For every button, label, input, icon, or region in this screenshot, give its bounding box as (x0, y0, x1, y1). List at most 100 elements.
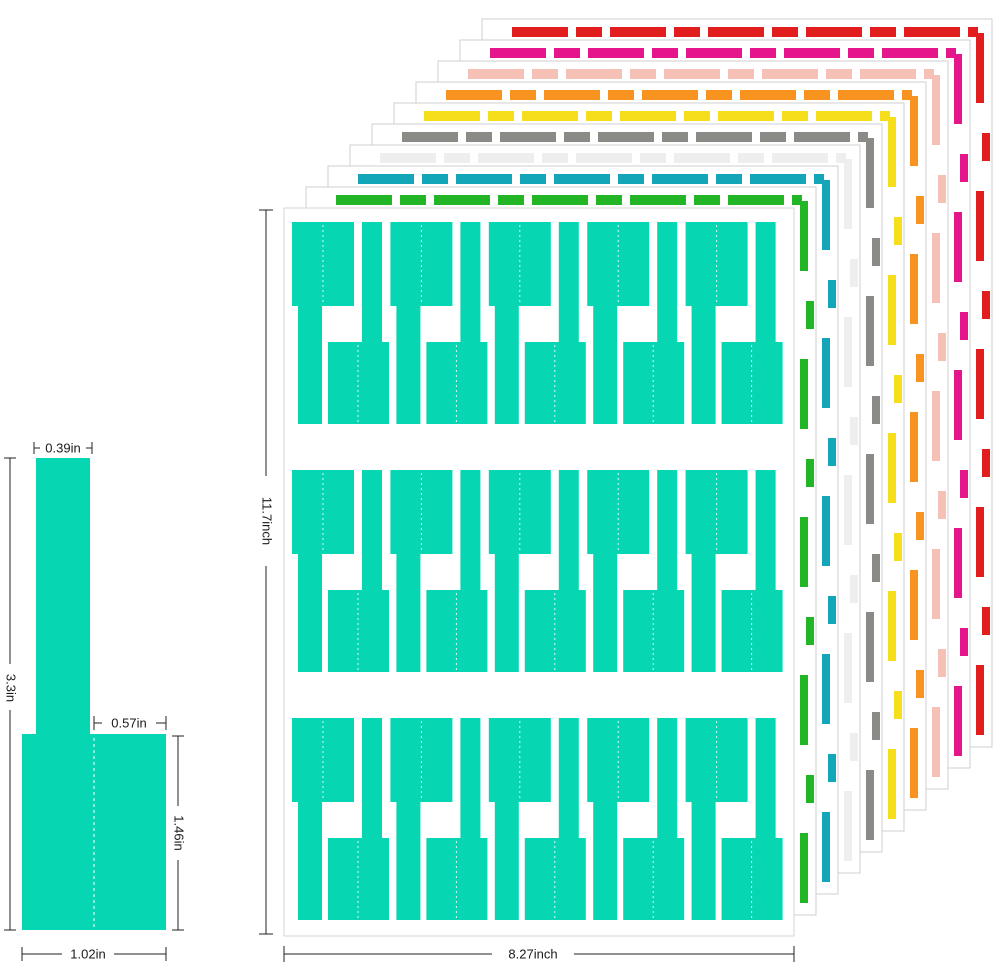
stack-sheet-tab (564, 132, 590, 142)
stack-sheet-tab (586, 111, 612, 121)
total-height-label-bg (3, 664, 17, 710)
stack-sheet-edge-tab (938, 649, 946, 677)
label-pair (292, 718, 389, 920)
stack-sheet-edge-tab (910, 412, 918, 482)
stack-sheet-tab (870, 27, 896, 37)
cable-label (390, 222, 453, 424)
stack-sheet-edge-tab (932, 549, 940, 619)
sheet-width-label: 8.27inch (508, 946, 557, 961)
stack-sheet-tab (686, 48, 742, 58)
stack-sheet-edge-tab (938, 333, 946, 361)
cable-label (328, 470, 389, 672)
stack-sheet-tab (456, 174, 512, 184)
stack-sheet-tab (542, 153, 568, 163)
stack-sheet-edge-tab (954, 54, 962, 124)
stack-sheet-tab (576, 153, 632, 163)
stack-sheet-edge-tab (976, 349, 984, 419)
cable-label (426, 470, 488, 672)
stack-sheet-edge-tab (916, 196, 924, 224)
stack-sheet-edge-tab (800, 201, 808, 271)
stack-sheet-tab (630, 69, 656, 79)
stack-sheet-tab (566, 69, 622, 79)
label-pair (488, 718, 586, 920)
stack-sheet-edge-tab (806, 459, 814, 487)
stack-sheet-edge-tab (888, 275, 896, 345)
cable-label (623, 718, 685, 920)
stack-sheet-tab (674, 153, 730, 163)
stack-sheet-edge-tab (894, 691, 902, 719)
stack-sheet-edge-tab (960, 154, 968, 182)
stack-sheet-edge-tab (932, 391, 940, 461)
single-label-diagram: 0.39in 3.3in 0.57in 1.46in 1.02in (3, 440, 187, 962)
stack-sheet-edge-tab (932, 233, 940, 303)
flag-height-label-bg (171, 806, 185, 860)
stack-sheet-edge-tab (806, 617, 814, 645)
stack-sheet-edge-tab (982, 607, 990, 635)
stack-sheet-tab (422, 174, 448, 184)
stack-sheet-edge-tab (866, 454, 874, 524)
stack-sheet-tab (814, 174, 824, 184)
stack-sheet-tab (596, 195, 622, 205)
stack-sheet-edge-tab (866, 612, 874, 682)
stack-sheet-tab (902, 90, 912, 100)
sheet-width-label-bg (492, 946, 574, 962)
stack-sheet-tab (806, 27, 862, 37)
sheet-height-label-bg (259, 476, 273, 566)
cable-label (721, 470, 783, 672)
stack-sheet-tab (706, 90, 732, 100)
stack-sheet-tab (904, 27, 960, 37)
cable-label (426, 718, 488, 920)
stack-sheet-edge-tab (888, 749, 896, 819)
label-pair (587, 718, 685, 920)
stack-sheet-edge-tab (954, 528, 962, 598)
stack-sheet-tab (598, 132, 654, 142)
stack-sheet-edge-tab (888, 433, 896, 503)
stack-sheet-edge-tab (850, 417, 858, 445)
label-pair (390, 718, 488, 920)
stack-sheet-tab (794, 132, 850, 142)
stack-sheet-tab (760, 132, 786, 142)
cable-label (292, 718, 354, 920)
cable-label (623, 222, 685, 424)
stack-sheet-edge-tab (822, 338, 830, 408)
stack-sheet-tab (696, 132, 752, 142)
stack-sheet-tab (520, 174, 546, 184)
cable-label (426, 222, 488, 424)
stack-sheet-edge-tab (844, 475, 852, 545)
stack-sheet-tab (946, 48, 956, 58)
stack-sheet-tab (468, 69, 524, 79)
stack-sheet-edge-tab (894, 217, 902, 245)
stack-sheet-tab (826, 69, 852, 79)
stack-sheet-tab (402, 132, 458, 142)
stack-sheet-tab (924, 69, 934, 79)
stack-sheet-tab (728, 195, 784, 205)
stack-sheet-tab (532, 69, 558, 79)
stack-sheet-tab (490, 48, 546, 58)
stack-sheet-edge-tab (976, 507, 984, 577)
label-pair (292, 470, 389, 672)
total-width-label-bg (62, 946, 114, 962)
stack-sheet-edge-tab (976, 665, 984, 735)
stack-sheet-tab (434, 195, 490, 205)
stack-sheet-tab (858, 132, 868, 142)
stack-sheet-tab (642, 90, 698, 100)
cable-label (488, 222, 551, 424)
stack-sheet-edge-tab (916, 512, 924, 540)
label-pair (685, 718, 783, 920)
label-pair (488, 470, 586, 672)
front-sheet-background (283, 207, 795, 937)
stack-sheet-edge-tab (932, 75, 940, 145)
label-pair (685, 470, 783, 672)
stack-sheet-edge-tab (910, 96, 918, 166)
stack-sheet-tab (880, 111, 890, 121)
stack-sheet-edge-tab (982, 291, 990, 319)
stack-sheet-edge-tab (954, 212, 962, 282)
stack-sheet-tab (694, 195, 720, 205)
stack-sheet-edge-tab (938, 491, 946, 519)
stack-sheet-edge-tab (872, 238, 880, 266)
total-width-label: 1.02in (70, 946, 105, 961)
stack-sheet-tab (772, 27, 798, 37)
cable-label (587, 718, 650, 920)
stack-sheet-tab (740, 90, 796, 100)
